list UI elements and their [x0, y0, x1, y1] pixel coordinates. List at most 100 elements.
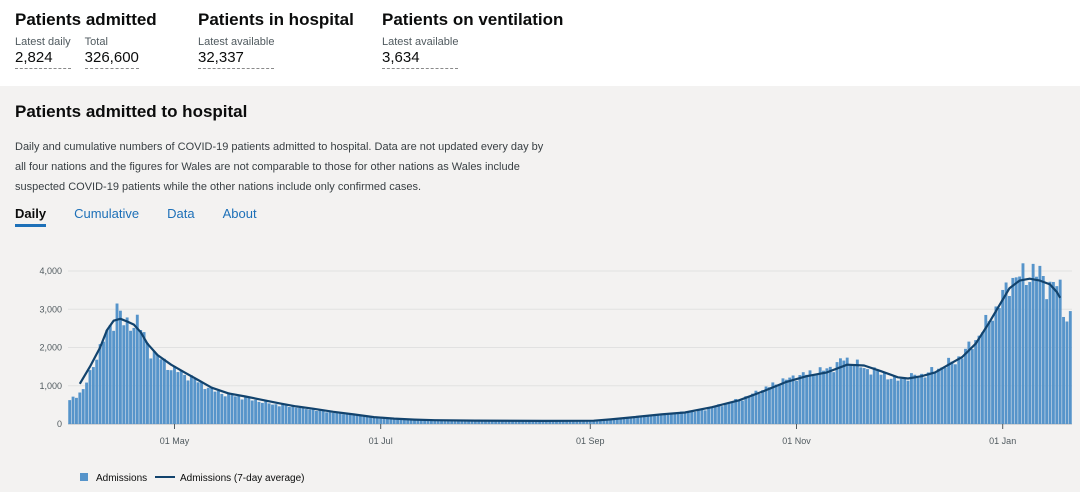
admissions-bar[interactable] [693, 411, 697, 424]
admissions-bar[interactable] [791, 375, 795, 424]
admissions-bar[interactable] [565, 421, 569, 424]
admissions-bar[interactable] [369, 416, 372, 424]
admissions-bar[interactable] [937, 368, 940, 424]
admissions-bar[interactable] [514, 420, 518, 424]
admissions-bar[interactable] [267, 403, 271, 424]
admissions-bar[interactable] [818, 367, 822, 424]
admissions-bar[interactable] [450, 420, 454, 424]
admissions-bar[interactable] [609, 419, 613, 424]
admissions-bar[interactable] [649, 415, 653, 424]
tab-about[interactable]: About [222, 206, 257, 221]
admissions-bar[interactable] [943, 367, 947, 424]
admissions-bar[interactable] [406, 419, 410, 424]
admissions-bar[interactable] [524, 420, 528, 424]
admissions-bar[interactable] [778, 385, 782, 424]
admissions-bar[interactable] [737, 399, 741, 424]
admissions-bar[interactable] [686, 412, 690, 424]
admissions-bar[interactable] [480, 420, 484, 424]
admissions-bar[interactable] [372, 416, 376, 424]
admissions-bar[interactable] [386, 417, 389, 424]
admissions-bar[interactable] [105, 329, 109, 424]
admissions-bar[interactable] [700, 409, 704, 424]
admissions-bar[interactable] [1068, 311, 1072, 424]
admissions-bar[interactable] [642, 415, 646, 424]
admissions-bar[interactable] [122, 325, 126, 424]
admissions-bar[interactable] [1011, 277, 1015, 424]
admissions-bar[interactable] [1035, 276, 1038, 424]
ventilation-value[interactable]: 3,634 [382, 49, 459, 69]
admissions-bar[interactable] [1004, 282, 1008, 424]
in-hospital-value[interactable]: 32,337 [198, 49, 275, 69]
admissions-bar[interactable] [825, 368, 829, 424]
admissions-bar[interactable] [335, 412, 339, 424]
admissions-bar[interactable] [142, 332, 146, 424]
admissions-bar[interactable] [102, 341, 105, 424]
admissions-bar[interactable] [575, 421, 579, 424]
admissions-bar[interactable] [913, 374, 917, 424]
admissions-bar[interactable] [933, 372, 937, 424]
admissions-bar[interactable] [446, 420, 450, 424]
tab-cumulative[interactable]: Cumulative [74, 206, 140, 221]
admissions-bar[interactable] [646, 415, 650, 424]
admissions-bar[interactable] [764, 386, 768, 424]
admissions-bar[interactable] [916, 377, 920, 424]
admissions-bar[interactable] [467, 420, 471, 424]
admissions-bar[interactable] [964, 348, 967, 424]
admissions-bar[interactable] [1065, 321, 1069, 424]
tab-daily[interactable]: Daily [15, 206, 47, 227]
admissions-bar[interactable] [507, 420, 511, 424]
admissions-bar[interactable] [629, 417, 633, 424]
admissions-bar[interactable] [399, 419, 403, 424]
admissions-bar[interactable] [744, 396, 748, 424]
admissions-bar[interactable] [169, 370, 173, 424]
admissions-bar[interactable] [95, 359, 99, 424]
admissions-bar[interactable] [460, 420, 464, 424]
admissions-bar[interactable] [534, 420, 538, 424]
admissions-bar[interactable] [463, 420, 467, 424]
admissions-bar[interactable] [727, 402, 731, 424]
admissions-bar[interactable] [88, 370, 92, 424]
admissions-bar[interactable] [189, 375, 193, 424]
admissions-bar[interactable] [571, 420, 575, 424]
admissions-bar[interactable] [754, 390, 758, 424]
admissions-bar[interactable] [859, 367, 863, 424]
admissions-bar[interactable] [605, 419, 609, 424]
admissions-bar[interactable] [869, 374, 873, 424]
admissions-bar[interactable] [301, 406, 305, 424]
admissions-bar[interactable] [541, 420, 545, 424]
admissions-bar[interactable] [740, 400, 744, 424]
admissions-bar[interactable] [636, 416, 640, 424]
admissions-bar[interactable] [156, 354, 160, 424]
admissions-bar[interactable] [247, 396, 251, 424]
admissions-bar[interactable] [216, 390, 220, 424]
admissions-bar[interactable] [991, 320, 994, 424]
admissions-bar[interactable] [375, 416, 379, 424]
admissions-bar[interactable] [822, 370, 825, 424]
admissions-bar[interactable] [788, 377, 792, 424]
admissions-bar[interactable] [923, 377, 927, 424]
admissions-bar[interactable] [75, 397, 78, 424]
admissions-bar[interactable] [1021, 263, 1025, 424]
admissions-bar[interactable] [227, 392, 231, 424]
admissions-bar[interactable] [734, 398, 738, 424]
admissions-bar[interactable] [338, 412, 342, 424]
admissions-bar[interactable] [899, 378, 903, 424]
admissions-bar[interactable] [1038, 265, 1042, 424]
admissions-bar[interactable] [889, 378, 893, 424]
admissions-bar[interactable] [264, 400, 268, 424]
admissions-bar[interactable] [751, 393, 754, 424]
admissions-7day-average-line[interactable] [78, 277, 1062, 422]
admissions-bar[interactable] [240, 399, 244, 424]
admissions-bar[interactable] [632, 417, 636, 424]
admissions-bar[interactable] [849, 365, 853, 424]
admitted-daily-value[interactable]: 2,824 [15, 49, 71, 69]
admissions-bar[interactable] [598, 420, 602, 424]
admissions-bar[interactable] [669, 413, 673, 424]
admissions-bar[interactable] [974, 340, 978, 424]
admissions-bar[interactable] [659, 413, 663, 424]
admissions-bar[interactable] [602, 420, 606, 424]
admissions-bar[interactable] [639, 416, 643, 424]
admissions-bar[interactable] [626, 417, 629, 424]
admissions-bar[interactable] [1062, 316, 1065, 424]
admissions-bar[interactable] [784, 379, 788, 424]
